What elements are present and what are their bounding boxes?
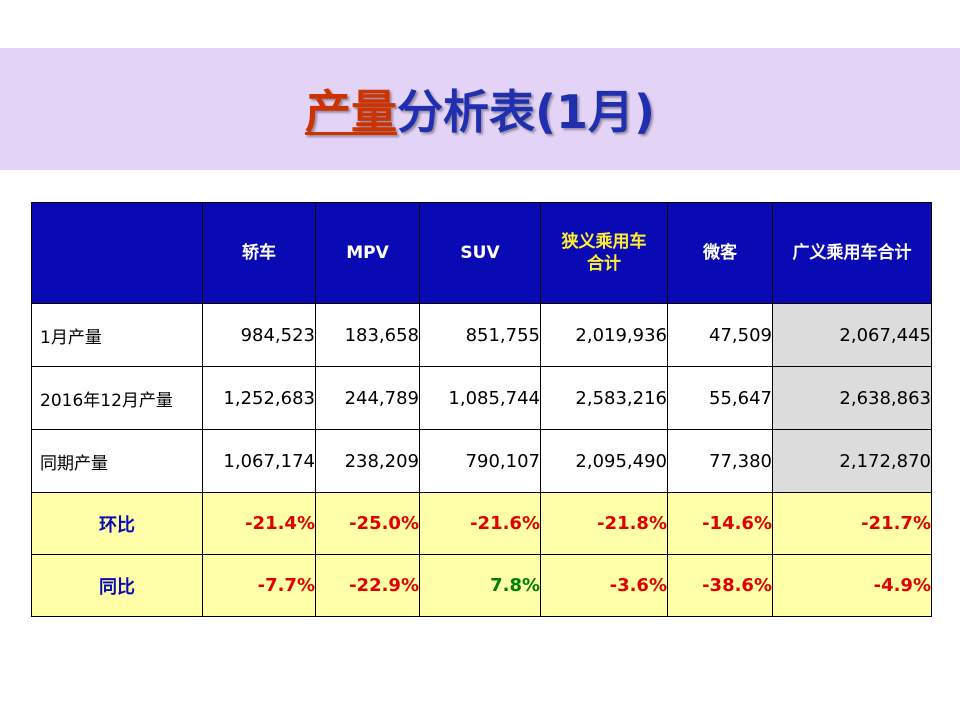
cell: -21.7%	[772, 492, 932, 555]
header-minivan: 微客	[667, 202, 773, 304]
cell: 244,789	[315, 366, 420, 430]
cell: 1,252,683	[202, 366, 316, 430]
cell: 55,647	[667, 366, 773, 430]
cell: 2,583,216	[540, 366, 668, 430]
cell: -7.7%	[202, 554, 316, 617]
cell: 238,209	[315, 429, 420, 493]
cell: -21.8%	[540, 492, 668, 555]
header-row: 轿车 MPV SUV 狭义乘用车合计 微客 广义乘用车合计	[31, 202, 932, 304]
header-narrow-total-text: 狭义乘用车合计	[561, 232, 647, 274]
row-label: 同期产量	[31, 429, 203, 493]
table-row: 1月产量 984,523 183,658 851,755 2,019,936 4…	[31, 303, 932, 367]
cell: 77,380	[667, 429, 773, 493]
cell: 984,523	[202, 303, 316, 367]
cell: 2,172,870	[772, 429, 932, 493]
cell: 7.8%	[419, 554, 541, 617]
cell: 1,067,174	[202, 429, 316, 493]
cell: 47,509	[667, 303, 773, 367]
cell: -22.9%	[315, 554, 420, 617]
cell: 2,638,863	[772, 366, 932, 430]
header-mpv: MPV	[315, 202, 420, 304]
cell: -4.9%	[772, 554, 932, 617]
row-label: 同比	[31, 554, 203, 617]
header-blank	[31, 202, 203, 304]
header-suv: SUV	[419, 202, 541, 304]
table-row: 2016年12月产量 1,252,683 244,789 1,085,744 2…	[31, 366, 932, 430]
cell: -21.6%	[419, 492, 541, 555]
page-title: 产量分析表(1月)	[0, 80, 960, 144]
row-label: 1月产量	[31, 303, 203, 367]
cell: 851,755	[419, 303, 541, 367]
row-label: 2016年12月产量	[31, 366, 203, 430]
table-row: 同期产量 1,067,174 238,209 790,107 2,095,490…	[31, 429, 932, 493]
cell: 183,658	[315, 303, 420, 367]
ratio-row-mom: 环比 -21.4% -25.0% -21.6% -21.8% -14.6% -2…	[31, 492, 932, 555]
title-band	[0, 48, 960, 170]
cell: 2,067,445	[772, 303, 932, 367]
header-narrow-total: 狭义乘用车合计	[540, 202, 668, 304]
cell: -25.0%	[315, 492, 420, 555]
cell: -14.6%	[667, 492, 773, 555]
cell: 790,107	[419, 429, 541, 493]
cell: 2,019,936	[540, 303, 668, 367]
cell: 1,085,744	[419, 366, 541, 430]
title-rest: 分析表(1月)	[396, 85, 656, 139]
cell: -21.4%	[202, 492, 316, 555]
header-sedan: 轿车	[202, 202, 316, 304]
header-broad-total-text: 广义乘用车合计	[792, 243, 912, 263]
cell: 2,095,490	[540, 429, 668, 493]
title-highlight: 产量	[304, 85, 397, 139]
production-table: 轿车 MPV SUV 狭义乘用车合计 微客 广义乘用车合计 1月产量 984,5…	[31, 202, 932, 617]
cell: -3.6%	[540, 554, 668, 617]
header-broad-total: 广义乘用车合计	[772, 202, 932, 304]
ratio-row-yoy: 同比 -7.7% -22.9% 7.8% -3.6% -38.6% -4.9%	[31, 554, 932, 617]
cell: -38.6%	[667, 554, 773, 617]
row-label: 环比	[31, 492, 203, 555]
